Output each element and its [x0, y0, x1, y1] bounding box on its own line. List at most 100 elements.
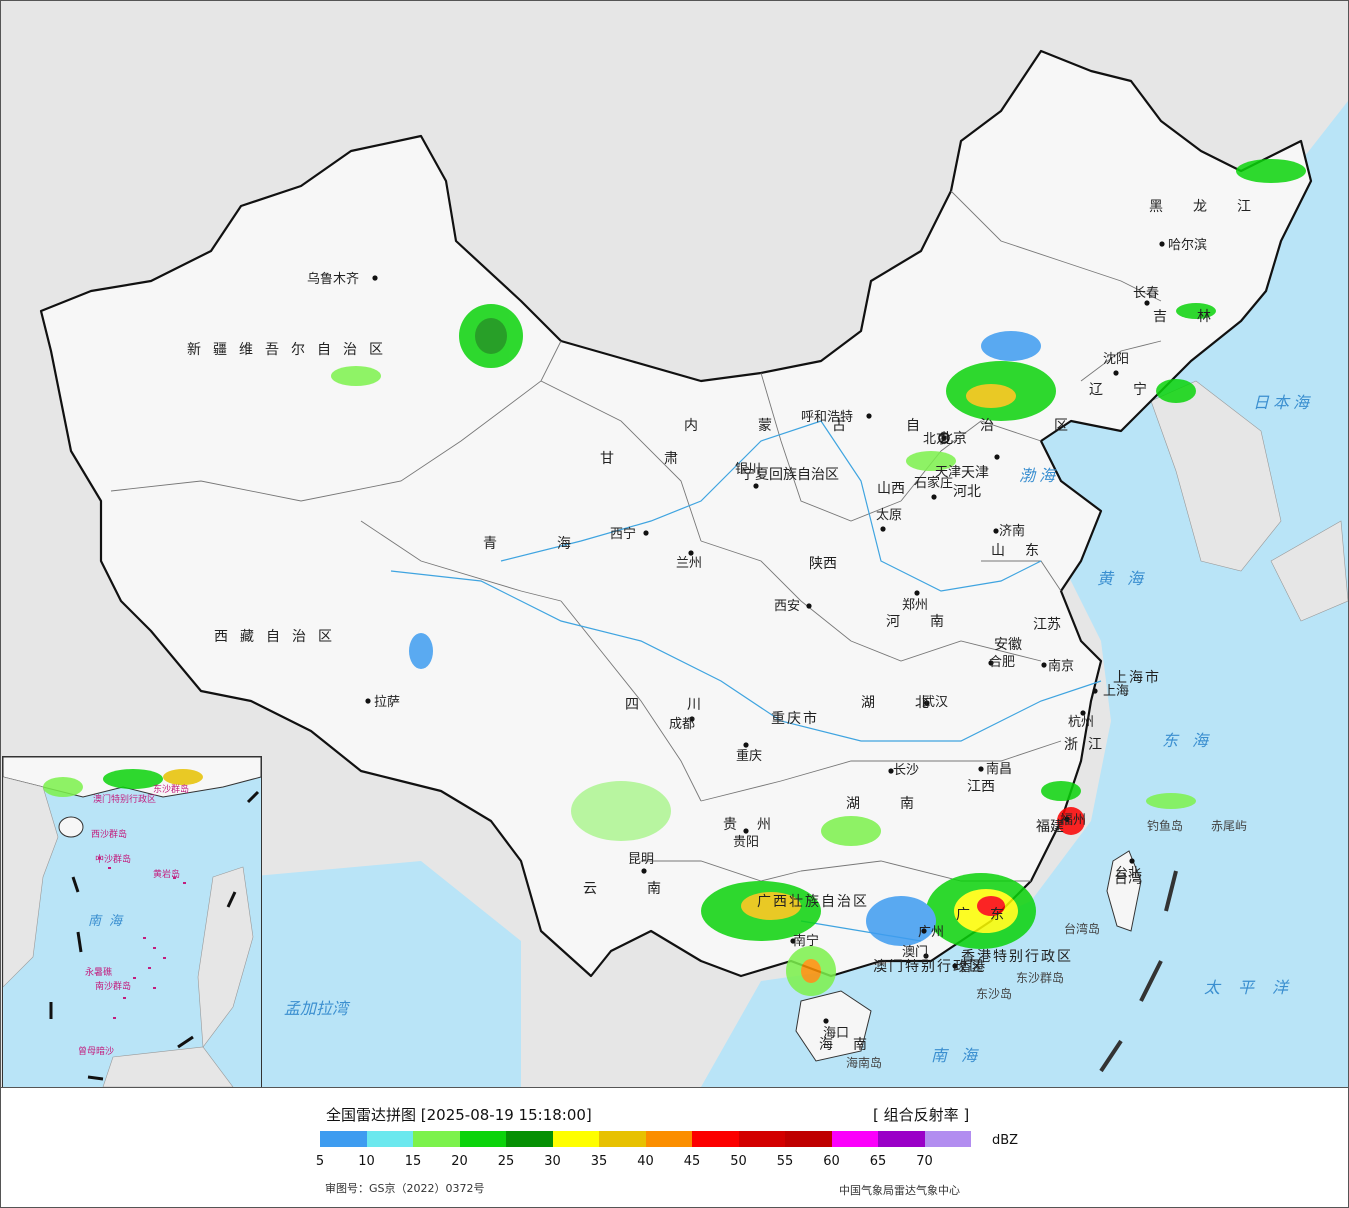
- scale-tick-label: 5: [315, 1154, 325, 1169]
- province-label: 山西: [877, 481, 905, 497]
- province-label: 西藏自治区: [214, 629, 344, 645]
- inset-label: 澳门特别行政区: [93, 793, 156, 805]
- sea-label: 南海: [931, 1046, 991, 1065]
- city-label: 澳门: [902, 944, 928, 960]
- city-label: 香港: [959, 960, 985, 975]
- province-label: 湖北: [861, 695, 969, 711]
- color-swatch: [413, 1131, 460, 1147]
- inset-philippines: [197, 866, 254, 1048]
- sea-label: 孟加拉湾: [284, 999, 351, 1018]
- city-label: 呼和浩特: [801, 410, 853, 425]
- scale-tick-label: 10: [358, 1154, 375, 1169]
- hainan-island: [795, 990, 872, 1062]
- city-label: 合肥: [989, 655, 1015, 670]
- province-label: 台湾: [1114, 870, 1142, 887]
- city-dot: [1064, 816, 1070, 822]
- city-dot: [880, 526, 886, 532]
- city-label: 广州: [918, 925, 944, 940]
- sea-label: 日本海: [1253, 393, 1313, 412]
- province-label: 广西壮族自治区: [757, 894, 869, 910]
- legend-unit: dBZ: [992, 1133, 1019, 1148]
- city-label: 武汉: [922, 695, 948, 710]
- island-label: 台湾岛: [1064, 921, 1100, 936]
- city-dot: [372, 275, 378, 281]
- city-dot: [688, 550, 694, 556]
- city-dot: [921, 928, 927, 934]
- radar-map[interactable]: 新疆维吾尔自治区 西藏自治区 青海 甘肃 内蒙古自治区 黑龙江 吉林 辽宁 四川 云南 陕西 山西 河北…: [0, 0, 1349, 1088]
- city-label: 太原: [876, 508, 902, 523]
- city-dot: [994, 454, 1000, 460]
- sea-label: 黄海: [1097, 569, 1157, 588]
- color-swatch: [552, 1131, 599, 1147]
- approval-number: 审图号：GS京（2022）0372号: [325, 1182, 485, 1195]
- legend-title: 全国雷达拼图 [2025-08-19 15:18:00]: [326, 1106, 592, 1124]
- inset-label: 南沙群岛: [95, 980, 131, 992]
- city-label: 重庆: [736, 748, 762, 764]
- city-dot: [914, 590, 920, 596]
- legend-product: [ 组合反射率 ]: [873, 1106, 970, 1124]
- city-dot: [1144, 300, 1150, 306]
- sea-label: 东海: [1162, 731, 1222, 750]
- color-swatch: [924, 1131, 971, 1147]
- province-label: 宁夏回族自治区: [741, 466, 839, 483]
- inset-radar-echoes: [43, 769, 203, 797]
- island-label: 赤尾屿: [1211, 819, 1247, 833]
- inset-label: 东沙群岛: [153, 783, 189, 795]
- province-label: 云南: [583, 881, 711, 897]
- province-label: 内蒙古自治区: [684, 418, 1128, 434]
- province-label: 江西: [967, 779, 995, 795]
- city-dot: [993, 528, 999, 534]
- province-label: 湖南: [846, 796, 954, 812]
- city-dot: [1092, 688, 1098, 694]
- city-label: 济南: [999, 523, 1025, 539]
- color-swatch: [459, 1131, 506, 1147]
- japan-islands: [1270, 520, 1348, 622]
- scale-tick-label: 55: [776, 1154, 794, 1169]
- province-label: 北京: [939, 431, 967, 447]
- south-china-sea-inset: 西沙群岛 中沙群岛 黄岩岛 南海 南沙群岛 永暑礁 曾母暗沙 东沙群岛 澳门特别行政区: [2, 756, 262, 1087]
- color-swatch: [785, 1131, 832, 1147]
- island-label: 钓鱼岛: [1147, 818, 1183, 833]
- city-label: 海口: [823, 1026, 849, 1041]
- scale-tick-label: 30: [544, 1154, 561, 1169]
- province-label: 吉林: [1153, 309, 1241, 325]
- city-label: 贵阳: [733, 835, 759, 850]
- province-label: 新疆维吾尔自治区: [187, 342, 395, 358]
- island-label: 东沙岛: [976, 986, 1012, 1001]
- bay-of-bengal: [201, 861, 521, 1087]
- city-label: 天津: [935, 465, 961, 480]
- city-label: 郑州: [902, 598, 928, 613]
- city-label: 杭州: [1068, 715, 1094, 730]
- scale-tick-label: 70: [916, 1154, 933, 1169]
- city-label: 西安: [774, 599, 800, 614]
- city-label: 北京: [923, 432, 949, 447]
- province-label: 重庆市: [771, 710, 819, 727]
- city-dot: [1041, 662, 1047, 668]
- city-dot: [743, 742, 749, 748]
- city-dot: [1159, 241, 1165, 247]
- city-label: 上海: [1103, 684, 1129, 699]
- taiwan-island: [1106, 850, 1142, 932]
- color-swatch: [645, 1131, 692, 1147]
- province-label: 四川: [625, 697, 749, 713]
- city-dot: [823, 1018, 829, 1024]
- color-swatch: [366, 1131, 413, 1147]
- scale-tick-label: 40: [637, 1154, 654, 1169]
- city-label: 福州: [1060, 813, 1086, 828]
- city-dot: [641, 868, 647, 874]
- city-label: 南昌: [986, 761, 1012, 777]
- city-label: 石家庄: [914, 475, 953, 491]
- city-dot: [941, 435, 947, 441]
- province-label: 安徽: [994, 637, 1022, 653]
- inset-label: 南海: [88, 914, 130, 929]
- beijing-marker: [938, 432, 950, 444]
- inset-island-dots: [98, 857, 186, 1019]
- scale-tick-label: 65: [869, 1154, 887, 1169]
- color-swatch: [320, 1131, 367, 1147]
- scale-tick-label: 15: [404, 1154, 422, 1169]
